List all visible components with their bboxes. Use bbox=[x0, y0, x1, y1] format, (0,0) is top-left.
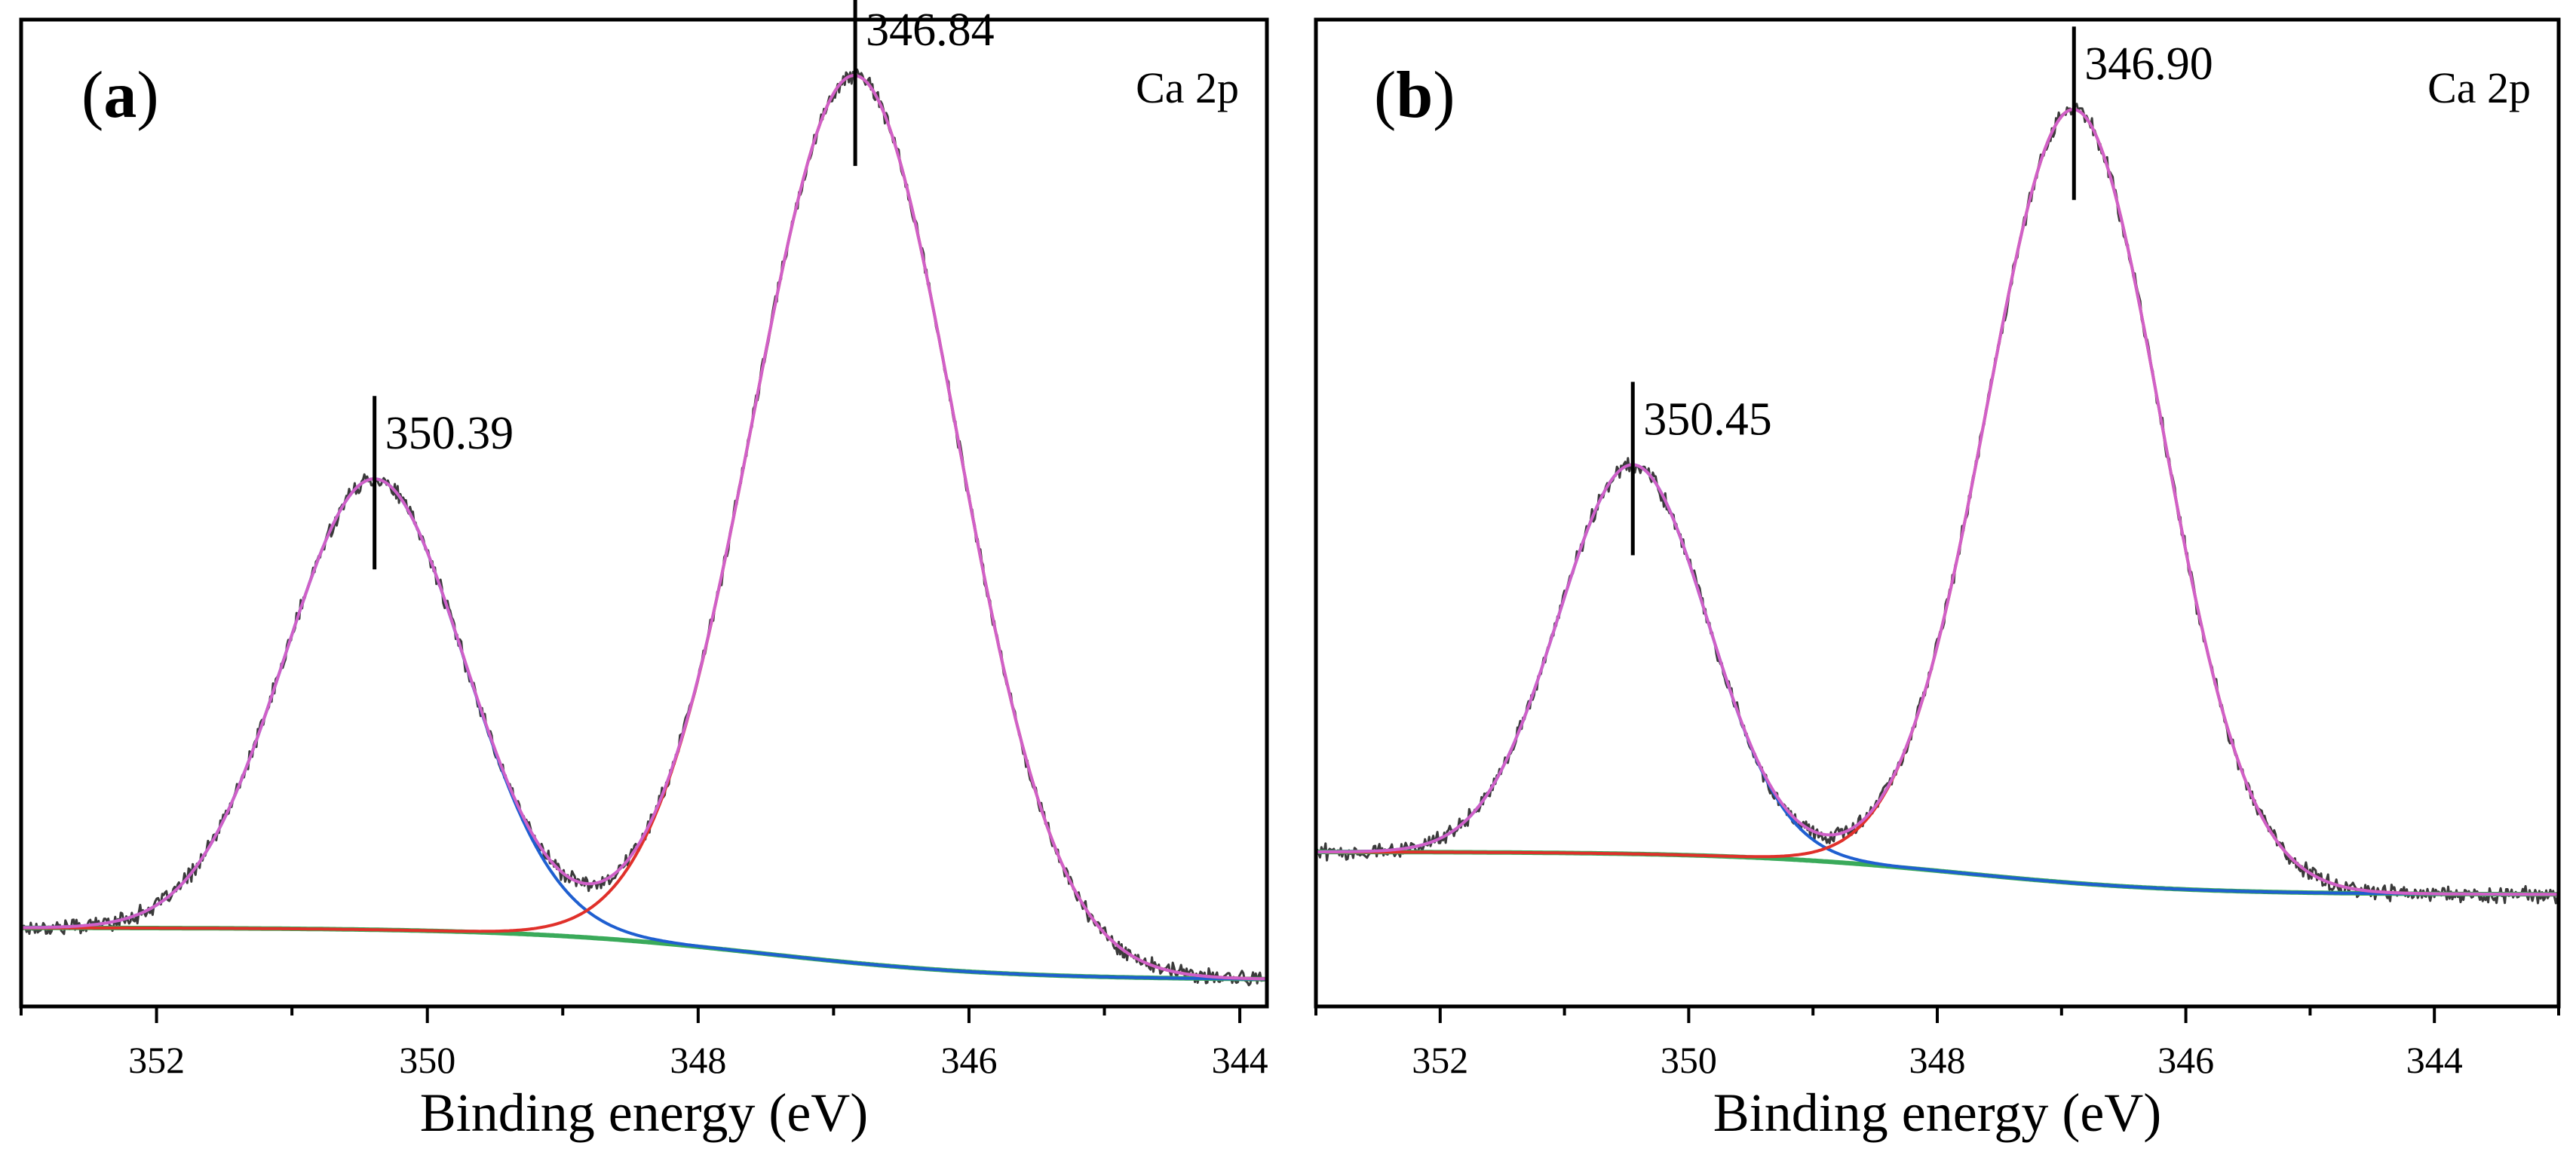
peak-value-label: 350.39 bbox=[385, 408, 514, 459]
peak-2p3-component-line bbox=[1316, 108, 2559, 896]
raw-data-line bbox=[1316, 103, 2559, 905]
x-tick-label: 348 bbox=[670, 1039, 726, 1081]
x-tick-label: 352 bbox=[128, 1039, 185, 1081]
plot-area bbox=[1316, 103, 2559, 905]
panel-b: 352 350 348 346 344 Binding energy (eV) (b) Ca … bbox=[1314, 17, 2561, 1143]
peak-value-label: 346.90 bbox=[2084, 38, 2213, 90]
panel-letter: (a) bbox=[81, 59, 159, 132]
x-axis-label: Binding energy (eV) bbox=[1713, 1083, 2162, 1143]
peak-value-label: 346.84 bbox=[866, 5, 995, 56]
envelope-fit-line bbox=[21, 74, 1267, 981]
panel-a: 352 350 348 346 344 Binding energy (eV) (a) Ca … bbox=[19, 0, 1269, 1143]
plot-frame bbox=[1314, 17, 2561, 1009]
plot-area bbox=[21, 68, 1267, 987]
element-label: Ca 2p bbox=[2427, 63, 2531, 112]
x-tick-label: 350 bbox=[1661, 1039, 1717, 1081]
peak-2p1-component-line bbox=[1316, 463, 2559, 896]
plot-frame bbox=[19, 17, 1269, 1009]
envelope-fit-line bbox=[1316, 108, 2559, 896]
x-tick-label: 346 bbox=[940, 1039, 997, 1081]
x-tick-label: 352 bbox=[1412, 1039, 1468, 1081]
x-tick-label: 346 bbox=[2157, 1039, 2214, 1081]
x-tick-label: 350 bbox=[399, 1039, 455, 1081]
panel-letter: (b) bbox=[1374, 59, 1455, 132]
peak-2p1-component-line bbox=[21, 477, 1267, 981]
x-tick-label: 344 bbox=[1212, 1039, 1268, 1081]
peak-value-label: 350.45 bbox=[1643, 394, 1772, 445]
element-label: Ca 2p bbox=[1136, 63, 1239, 112]
x-tick-label: 344 bbox=[2406, 1039, 2463, 1081]
x-tick-label: 348 bbox=[1909, 1039, 1966, 1081]
x-axis-label: Binding energy (eV) bbox=[420, 1083, 869, 1143]
